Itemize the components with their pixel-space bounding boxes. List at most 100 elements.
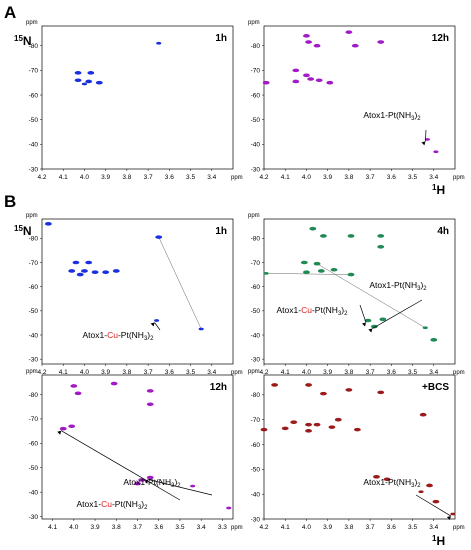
peak-point bbox=[320, 391, 327, 396]
panel-title: 4h bbox=[437, 226, 449, 237]
x-tick-label: 3.5 bbox=[186, 174, 195, 181]
annotation-part: ) bbox=[147, 330, 150, 340]
x-tick-label: 3.4 bbox=[429, 369, 438, 376]
annotation-part: ) bbox=[174, 477, 177, 487]
x-tick-label: 4.1 bbox=[59, 174, 68, 181]
x-tick-label: 4.2 bbox=[259, 524, 268, 531]
y-tick-label: -60 bbox=[251, 92, 261, 99]
x-tick-label: 4.0 bbox=[69, 524, 78, 531]
x-tick-label: 3.8 bbox=[344, 524, 353, 531]
peak-point bbox=[146, 389, 154, 393]
peak-point bbox=[303, 34, 310, 38]
panel-frame bbox=[263, 374, 456, 520]
panel-title: 12h bbox=[432, 33, 449, 44]
peak-point bbox=[326, 80, 334, 85]
x-tick-label: 4.1 bbox=[281, 369, 290, 376]
peak-point bbox=[76, 272, 84, 277]
nucleus-mass-1: 1 bbox=[432, 534, 437, 543]
x-tick-label: 3.9 bbox=[323, 369, 332, 376]
x-axis-unit: ppm bbox=[231, 525, 243, 531]
peak-point bbox=[313, 261, 321, 266]
peak-point bbox=[419, 412, 427, 417]
peak-guide-line bbox=[158, 237, 202, 330]
annotation-arrowhead bbox=[361, 322, 366, 327]
peak-point bbox=[305, 383, 312, 387]
x-tick-label: 4.0 bbox=[302, 369, 311, 376]
x-tick-label: 3.5 bbox=[408, 524, 417, 531]
annotation-part: Cu bbox=[301, 305, 312, 315]
x-tick-label: 4.1 bbox=[281, 524, 290, 531]
peak-point bbox=[198, 327, 204, 331]
peak-point bbox=[347, 234, 355, 238]
peak-point bbox=[424, 138, 430, 141]
annotation-part: 2 bbox=[144, 505, 148, 511]
y-tick-label: -30 bbox=[29, 514, 39, 521]
peak-point bbox=[154, 319, 160, 322]
peak-point bbox=[305, 40, 312, 44]
peak-point bbox=[353, 427, 361, 432]
x-tick-label: 3.6 bbox=[154, 524, 163, 531]
annotation-part: ) bbox=[414, 477, 417, 487]
y-tick-label: -80 bbox=[29, 43, 39, 50]
x-tick-label: 4.2 bbox=[259, 174, 268, 181]
peak-point bbox=[271, 383, 279, 387]
peak-point bbox=[370, 324, 378, 329]
y-tick-label: -60 bbox=[251, 284, 261, 291]
x-tick-label: 3.4 bbox=[197, 524, 206, 531]
peak-point bbox=[334, 417, 342, 422]
peak-point bbox=[309, 226, 317, 231]
nucleus-label-15n-b: 15N bbox=[14, 224, 32, 238]
peak-point bbox=[351, 43, 359, 48]
peak-point bbox=[44, 222, 52, 226]
annotation-label: Atox1-Cu-Pt(NH3)2 bbox=[77, 499, 149, 511]
annotation-part: 3 bbox=[138, 505, 142, 511]
annotation-part: ) bbox=[341, 305, 344, 315]
annotation-part: Atox1- bbox=[277, 305, 302, 315]
peak-point bbox=[317, 269, 325, 273]
y-tick-label: -30 bbox=[251, 356, 261, 363]
peak-point bbox=[426, 483, 433, 488]
annotation-label: Atox1-Cu-Pt(NH3)2 bbox=[83, 330, 155, 342]
y-tick-label: -30 bbox=[251, 516, 261, 523]
x-tick-label: 3.8 bbox=[112, 524, 121, 531]
spectrum-panel-a-left: ppm ppm 4.2 4.1 4.0 3.9 3.8 3.7 3.6 3.5 3.4 -80 -70 -… bbox=[26, 20, 243, 181]
x-tick-label: 3.3 bbox=[218, 524, 227, 531]
annotation-part: -Pt(NH bbox=[112, 499, 138, 509]
annotation-label: Atox1-Pt(NH3)2 bbox=[363, 110, 421, 122]
annotation-part: Atox1-Pt(NH bbox=[369, 280, 417, 290]
panel-frame bbox=[41, 218, 234, 365]
peak-point bbox=[146, 475, 154, 480]
nucleus-label-15n-a: 15N bbox=[14, 34, 32, 48]
x-tick-label: 3.4 bbox=[429, 174, 438, 181]
peak-guide-line bbox=[316, 263, 426, 328]
peak-point bbox=[72, 260, 80, 265]
panel-title: 1h bbox=[215, 33, 227, 44]
peak-point bbox=[81, 269, 88, 273]
peak-point bbox=[320, 234, 327, 238]
x-tick-label: 4.0 bbox=[302, 524, 311, 531]
peak-point bbox=[146, 402, 154, 407]
x-tick-label: 4.0 bbox=[80, 174, 89, 181]
x-tick-label: 3.8 bbox=[344, 174, 353, 181]
annotation-part: -Pt(NH bbox=[118, 330, 144, 340]
peak-point bbox=[91, 270, 99, 274]
annotation-arrow bbox=[415, 494, 452, 517]
y-tick-label: -40 bbox=[251, 332, 261, 339]
peak-point bbox=[290, 420, 298, 424]
x-tick-label: 3.4 bbox=[207, 369, 216, 376]
y-tick-label: -60 bbox=[29, 92, 39, 99]
section-a-label: A bbox=[4, 3, 16, 22]
section-b-label: B bbox=[4, 192, 16, 211]
peak-point bbox=[433, 150, 439, 154]
annotation-part: ) bbox=[420, 280, 423, 290]
peak-point bbox=[263, 272, 269, 275]
peak-point bbox=[377, 390, 385, 395]
x-tick-label: 3.6 bbox=[387, 174, 396, 181]
y-axis-unit: ppm bbox=[26, 213, 38, 219]
peak-point bbox=[85, 79, 93, 84]
peak-point bbox=[432, 499, 440, 504]
nucleus-symbol-n: N bbox=[23, 224, 32, 238]
annotation-part: ) bbox=[141, 499, 144, 509]
